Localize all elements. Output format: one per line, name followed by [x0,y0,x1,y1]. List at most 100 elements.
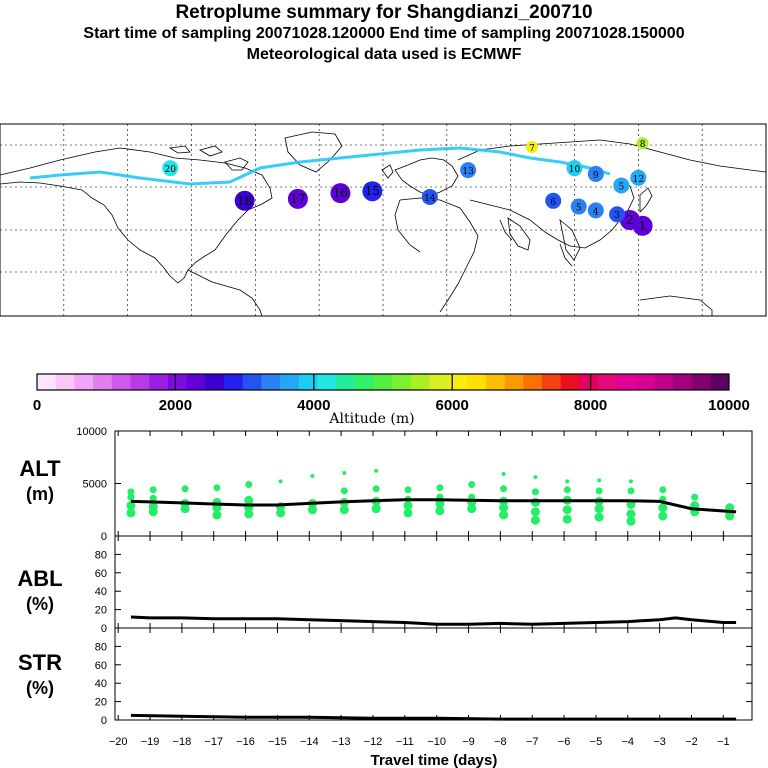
meteorological-data-line: Meteorological data used is ECMWF [246,46,522,63]
altitude-point [531,488,539,496]
altitude-point [126,508,136,518]
colorbar-cell [485,374,506,390]
colorbar-cell [691,374,711,390]
colorbar-cell [74,374,94,390]
altitude-point [499,510,509,520]
plume-day-label: 5 [618,182,624,192]
plume-marker [460,162,477,179]
abl-series-line [130,615,737,626]
altitude-point [595,487,603,495]
x-tick-label: −12 [364,736,383,748]
altitude-point [628,479,633,484]
plume-marker [545,192,562,209]
colorbar-cell [710,374,730,390]
x-tick-label: −11 [396,736,414,748]
colorbar-cell [224,374,244,390]
altitude-point [499,503,509,513]
colorbar-cell [429,374,449,390]
x-tick-label: −4 [622,736,635,748]
altitude-point [213,484,221,492]
plume-marker [525,141,538,154]
colorbar-cell [280,374,300,390]
colorbar-cell [186,374,206,390]
plume-day-label: 12 [633,175,644,185]
colorbar-cell [298,374,319,390]
x-tick-label: −16 [236,736,255,748]
altitude-point [127,493,135,501]
str-series-line [130,713,737,721]
plume-trail [29,146,611,186]
colorbar-tick-label: 8000 [574,397,607,414]
colorbar-tick-label: 4000 [297,397,330,414]
colorbar-cell [411,374,431,390]
altitude-point [148,502,158,512]
plume-day-label: 9 [593,171,599,181]
str-ytick-label: 40 [95,678,107,690]
altitude-point [371,504,381,514]
x-tick-label: −18 [173,736,192,748]
x-tick-label: −10 [427,736,446,748]
colorbar-cell [448,374,468,390]
colorbar-cell [130,374,150,390]
abl-ytick-label: 0 [101,623,107,635]
colorbar-cell [93,374,113,390]
colorbar-cell [261,374,281,390]
plume-day-label: 15 [365,184,380,198]
plume-marker [587,165,604,182]
altitude-point [530,507,540,517]
altitude-point [501,472,506,477]
plume-day-label: 10 [569,165,581,175]
plume-day-label: 14 [424,194,436,204]
plume-marker [636,137,649,150]
altitude-point [149,486,157,494]
alt-panel-label: ALT [19,456,61,481]
colorbar-cell [317,374,337,390]
colorbar-cell [242,374,262,390]
altitude-point [658,503,668,513]
plume-marker [566,160,583,177]
colorbar-cell [616,374,636,390]
abl-panel-unit: (%) [26,594,54,614]
abl-ytick-label: 60 [95,568,107,580]
altitude-point [340,487,348,495]
plume-day-label: 13 [462,167,474,177]
x-tick-label: −7 [526,736,539,748]
abl-panel-frame [114,535,753,629]
altitude-point [658,511,668,521]
sampling-time-line: Start time of sampling 20071028.120000 E… [83,25,685,42]
x-tick-label: −6 [558,736,571,748]
altitude-point [594,512,604,522]
altitude-point [562,514,572,524]
altitude-point [467,504,477,514]
plume-marker [630,169,647,186]
str-ytick-label: 60 [95,660,107,672]
colorbar-cell [392,374,412,390]
altitude-point [533,475,538,480]
plume-marker [421,188,438,205]
plume-day-label: 5 [576,204,582,214]
abl-ytick-label: 80 [95,549,107,561]
altitude-point [374,468,379,473]
x-tick-label: −15 [268,736,287,748]
x-tick-label: −1 [717,736,730,748]
altitude-point [403,501,413,511]
colorbar-label: Altitude (m) [328,411,414,427]
colorbar-cell [354,374,375,390]
x-tick-label: −13 [332,736,351,748]
colorbar-cell [672,374,693,390]
plume-day-label: 1 [639,219,647,233]
plume-marker [162,160,179,177]
colorbar-tick-label: 10000 [708,397,750,414]
abl-ytick-label: 40 [95,586,107,598]
plume-marker [587,202,604,219]
colorbar-cell [205,374,225,390]
altitude-point [149,494,157,502]
altitude-point [278,479,283,484]
x-tick-label: −9 [462,736,475,748]
altitude-point [181,485,189,493]
colorbar-cell [167,374,188,390]
altitude-point [435,506,445,516]
colorbar-cell [467,374,487,390]
time-series-panels: ALT (m) ABL (%) STR (%) 0 5000 10000 0 20 40 6… [17,426,753,768]
